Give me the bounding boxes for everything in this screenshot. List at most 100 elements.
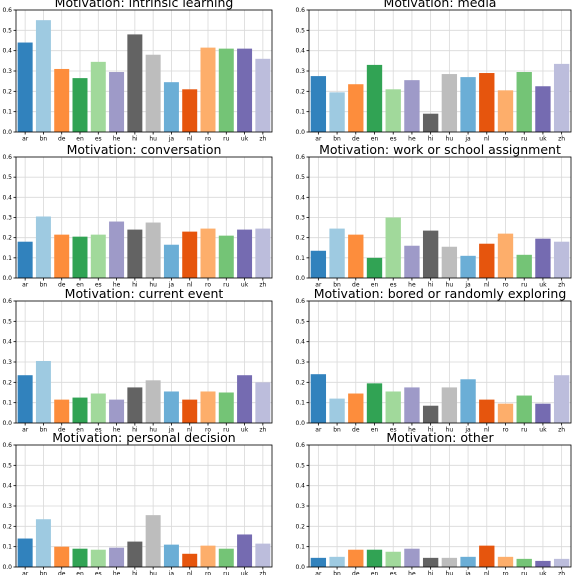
x-tick-label-bn: bn [333, 427, 341, 434]
bar-bn [329, 92, 345, 132]
bar-ar [17, 375, 33, 423]
y-tick-label: 0.1 [295, 255, 305, 262]
y-tick-label: 0.1 [2, 400, 12, 407]
x-tick-label-ro: ro [205, 282, 211, 289]
x-tick-label-hu: hu [446, 571, 454, 575]
x-tick-label-ja: ja [168, 571, 175, 575]
x-tick-label-en: en [76, 136, 84, 143]
x-tick-label-he: he [113, 571, 121, 575]
bar-uk [237, 48, 253, 133]
bar-de [54, 234, 70, 278]
x-tick-label-bn: bn [333, 282, 341, 289]
y-tick-label: 0.0 [295, 420, 305, 427]
x-tick-label-zh: zh [558, 282, 565, 289]
bar-bn [35, 519, 51, 567]
bar-en [72, 397, 88, 423]
x-tick-label-es: es [95, 282, 102, 289]
x-tick-label-zh: zh [558, 571, 565, 575]
y-tick-label: 0.2 [2, 523, 12, 530]
bar-uk [237, 229, 253, 278]
x-tick-label-es: es [390, 427, 397, 434]
bar-ru [218, 235, 234, 278]
bar-es [90, 61, 106, 132]
bar-ro [200, 228, 216, 278]
subplot-2: 0.0 0.1 0.2 0.3 0.4 0.5 0.6 ar bn de en es he hi hu ja n… [295, 0, 572, 143]
y-tick-label: 0.4 [2, 194, 12, 201]
bar-ro [497, 90, 514, 132]
bar-ro [200, 47, 216, 132]
bar-es [385, 217, 401, 278]
x-tick-label-hu: hu [149, 571, 157, 575]
bar-zh [553, 241, 570, 278]
x-tick-label-hi: hi [428, 282, 434, 289]
x-tick-label-nl: nl [484, 571, 490, 575]
bar-de [348, 234, 364, 278]
bar-hu [441, 246, 458, 278]
bar-zh [553, 558, 570, 567]
x-tick-label-hu: hu [149, 136, 157, 143]
x-tick-label-ro: ro [502, 571, 508, 575]
x-tick-label-es: es [95, 136, 102, 143]
bar-ru [218, 48, 234, 133]
bar-bn [329, 398, 345, 423]
x-tick-label-ja: ja [168, 136, 175, 143]
bar-ar [310, 250, 327, 278]
x-tick-label-ja: ja [464, 136, 471, 143]
y-tick-label: 0.4 [295, 483, 305, 490]
x-tick-label-de: de [58, 571, 66, 575]
bar-hi [127, 34, 143, 132]
bar-ja [163, 244, 179, 278]
x-tick-label-uk: uk [241, 571, 249, 575]
x-tick-label-he: he [113, 427, 121, 434]
bar-ru [516, 254, 532, 278]
x-tick-label-hi: hi [132, 571, 138, 575]
bar-hu [441, 557, 458, 567]
bar-ro [200, 391, 216, 423]
bar-nl [479, 73, 495, 132]
y-tick-label: 0.3 [295, 68, 305, 75]
subplot-title: Motivation: other [386, 430, 494, 445]
x-tick-label-bn: bn [40, 136, 48, 143]
y-tick-label: 0.1 [295, 400, 305, 407]
subplot-6: 0.0 0.1 0.2 0.3 0.4 0.5 0.6 ar bn de en es he hi hu ja n… [295, 286, 572, 434]
y-tick-label: 0.2 [2, 235, 12, 242]
y-tick-label: 0.2 [2, 88, 12, 95]
y-tick-label: 0.3 [295, 503, 305, 510]
bar-ru [218, 392, 234, 423]
bar-zh [255, 228, 271, 278]
y-tick-label: 0.6 [295, 7, 305, 14]
y-tick-label: 0.2 [2, 379, 12, 386]
x-tick-label-ar: ar [22, 427, 29, 434]
bar-hu [145, 222, 161, 278]
bar-ja [460, 556, 476, 567]
x-tick-label-es: es [95, 427, 102, 434]
bar-he [109, 399, 125, 423]
x-tick-label-hi: hi [132, 136, 138, 143]
x-tick-label-uk: uk [539, 427, 547, 434]
y-tick-label: 0.5 [2, 462, 12, 469]
bar-ar [310, 76, 327, 132]
bar-he [404, 387, 420, 423]
subplot-5: 0.0 0.1 0.2 0.3 0.4 0.5 0.6 ar bn de en es he hi hu ja n… [2, 286, 273, 434]
bar-en [366, 549, 383, 567]
x-tick-label-nl: nl [187, 136, 193, 143]
y-tick-label: 0.4 [295, 339, 305, 346]
x-tick-label-zh: zh [259, 282, 266, 289]
bar-de [348, 549, 364, 567]
x-tick-label-de: de [352, 136, 360, 143]
x-tick-label-es: es [390, 571, 397, 575]
x-tick-label-ja: ja [168, 427, 175, 434]
x-tick-label-zh: zh [259, 427, 266, 434]
x-tick-label-de: de [58, 136, 66, 143]
x-tick-label-hu: hu [446, 427, 454, 434]
bar-bn [35, 20, 51, 133]
y-tick-label: 0.6 [2, 298, 12, 305]
x-tick-label-uk: uk [241, 282, 249, 289]
x-tick-label-he: he [113, 136, 121, 143]
x-tick-label-he: he [408, 282, 416, 289]
x-tick-label-zh: zh [259, 571, 266, 575]
bar-bn [35, 360, 51, 423]
bar-nl [182, 231, 198, 278]
x-tick-label-hi: hi [428, 427, 434, 434]
x-tick-label-ar: ar [315, 571, 322, 575]
